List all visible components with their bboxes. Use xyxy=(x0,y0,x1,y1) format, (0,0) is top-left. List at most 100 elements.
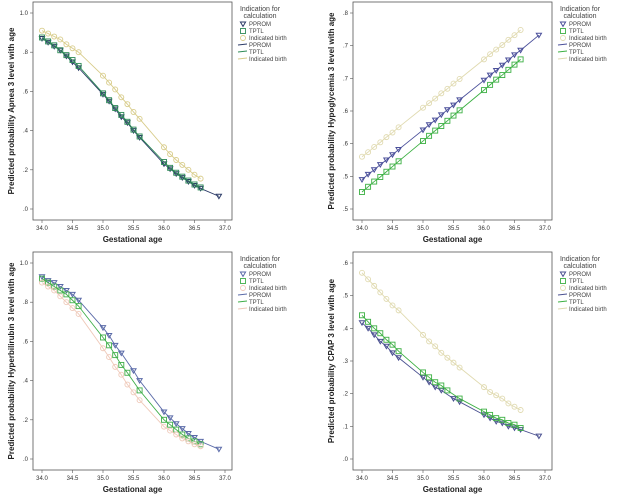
y-tick-label: .7 xyxy=(343,44,349,50)
data-point xyxy=(481,87,487,94)
data-point xyxy=(184,431,192,437)
legend-line-icon xyxy=(237,293,248,296)
legend-line-icon xyxy=(557,43,568,46)
chart-svg: 34.0 34.5 35.0 35.5 36.0 36.5 37.0 1.0 .8 .6 .4 .2.… xyxy=(7,251,287,494)
data-point xyxy=(57,287,64,294)
data-point xyxy=(191,441,198,448)
data-point xyxy=(395,355,403,362)
data-point xyxy=(38,274,46,281)
legend-line-icon xyxy=(237,307,248,310)
data-point xyxy=(124,381,131,388)
data-point xyxy=(389,341,396,348)
legend-title: Indication for xyxy=(240,6,281,13)
data-point xyxy=(365,318,372,325)
data-point xyxy=(395,147,403,153)
legend-line-label: TPTL xyxy=(249,300,264,306)
data-point xyxy=(444,387,451,394)
data-point xyxy=(444,117,451,124)
data-point xyxy=(438,123,445,129)
legend-line-label: PPROM xyxy=(249,43,271,49)
legend-title: calculation xyxy=(563,13,596,20)
data-point xyxy=(376,162,384,168)
x-tick-label: 34.5 xyxy=(387,226,399,232)
legend-marker-label: PPROM xyxy=(569,22,591,28)
data-point xyxy=(166,415,174,422)
data-point xyxy=(178,426,186,433)
y-tick-label: .0 xyxy=(343,457,349,463)
data-point xyxy=(517,47,525,54)
data-point xyxy=(57,293,64,300)
data-point xyxy=(130,109,137,115)
x-tick-label: 36.5 xyxy=(189,476,201,482)
data-point xyxy=(371,325,378,332)
data-point xyxy=(389,163,396,170)
data-point xyxy=(383,134,390,141)
y-tick-label: .2 xyxy=(23,168,29,174)
data-point xyxy=(106,79,113,86)
legend-marker-icon xyxy=(559,21,567,28)
data-point xyxy=(111,342,119,349)
data-point xyxy=(517,425,524,431)
series-tptl xyxy=(359,312,524,431)
x-tick-label: 36.5 xyxy=(509,226,521,232)
legend-marker-icon xyxy=(240,28,246,34)
data-point xyxy=(382,343,390,350)
x-tick-label: 35.5 xyxy=(448,226,460,232)
legend-marker-label: Indicated birth xyxy=(569,286,607,292)
y-tick-label: .6 xyxy=(23,339,29,345)
series-tptl xyxy=(39,34,204,191)
data-point xyxy=(504,57,512,64)
y-tick-label: .6 xyxy=(343,261,349,267)
legend-line-icon xyxy=(557,293,568,296)
legend-marker-icon xyxy=(560,28,566,34)
data-point xyxy=(63,291,70,298)
x-tick-label: 35.0 xyxy=(97,226,109,232)
legend: Indication forcalculationPPROMTPTLIndica… xyxy=(557,6,607,63)
x-tick-label: 37.0 xyxy=(219,476,231,482)
legend-marker-label: TPTL xyxy=(249,29,264,35)
data-point xyxy=(505,400,512,407)
legend-title: Indication for xyxy=(240,256,281,263)
data-point xyxy=(51,287,58,294)
data-point xyxy=(365,183,372,190)
data-point xyxy=(51,42,58,49)
data-point xyxy=(179,161,186,168)
data-point xyxy=(75,311,82,317)
legend-marker-label: TPTL xyxy=(249,279,264,285)
legend-line-label: TPTL xyxy=(569,50,584,56)
data-point xyxy=(371,143,378,150)
data-point xyxy=(69,305,76,312)
apnea-chart-panel: 34.0 34.5 35.0 35.5 36.0 36.5 37.0 1.0 .8 .6 .4 .2.… xyxy=(0,0,320,250)
legend-line-icon xyxy=(237,300,248,303)
data-point xyxy=(432,95,439,102)
x-axis-label: Gestational age xyxy=(423,485,483,494)
data-point xyxy=(39,34,45,41)
x-tick-label: 37.0 xyxy=(539,476,551,482)
data-point xyxy=(106,342,113,349)
data-point xyxy=(173,157,180,163)
legend-marker-label: PPROM xyxy=(569,272,591,278)
data-point xyxy=(136,387,143,394)
data-point xyxy=(487,411,494,418)
y-axis-label: Predicted probability CPAP 3 level with … xyxy=(327,278,336,443)
legend-marker-icon xyxy=(239,271,247,278)
legend-marker-icon xyxy=(240,278,246,284)
data-point xyxy=(487,51,494,58)
data-point xyxy=(118,371,125,378)
data-point xyxy=(382,157,390,164)
data-point xyxy=(160,409,168,416)
data-point xyxy=(426,100,433,107)
data-point xyxy=(499,416,506,423)
data-point xyxy=(426,338,433,345)
data-point xyxy=(365,276,372,283)
data-point xyxy=(69,57,76,63)
data-point xyxy=(511,52,518,59)
data-point xyxy=(511,421,518,428)
data-point xyxy=(383,168,390,175)
data-point xyxy=(499,72,506,79)
data-point xyxy=(75,297,83,304)
data-point xyxy=(486,415,494,422)
data-point xyxy=(498,420,506,427)
data-point xyxy=(493,415,500,422)
data-point xyxy=(215,446,223,453)
